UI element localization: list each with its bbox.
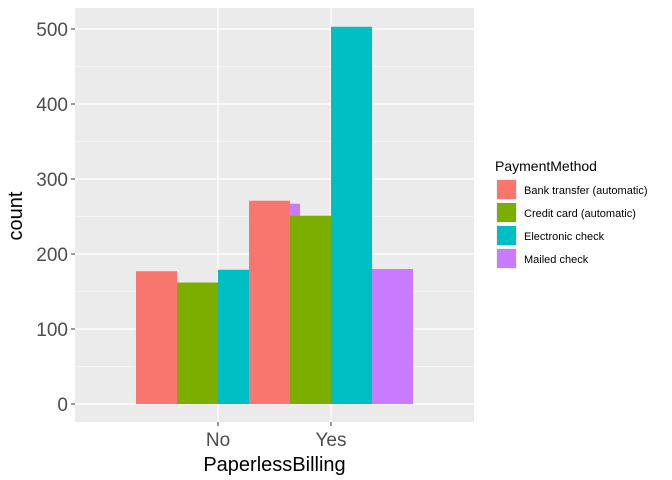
y-axis-title: count <box>5 191 27 240</box>
legend-swatch <box>497 180 516 199</box>
legend-swatch <box>497 203 516 222</box>
bar-yes-3 <box>372 269 413 404</box>
y-tick-label: 100 <box>36 320 68 341</box>
y-tick-label: 400 <box>36 95 68 116</box>
x-tick-label: No <box>206 430 230 451</box>
legend-label: Mailed check <box>524 254 589 266</box>
y-tick-label: 300 <box>36 170 68 191</box>
legend-title: PaymentMethod <box>495 158 597 174</box>
bar-no-1 <box>177 282 218 404</box>
x-axis: No Yes <box>206 422 347 451</box>
bar-yes-2 <box>331 26 372 404</box>
y-tick-label: 200 <box>36 245 68 266</box>
legend-swatch <box>497 249 516 268</box>
y-tick-label: 0 <box>57 395 68 416</box>
legend: PaymentMethod Bank transfer (automatic) C… <box>495 158 648 269</box>
legend-label: Credit card (automatic) <box>524 208 636 220</box>
x-tick-label: Yes <box>316 430 347 451</box>
bars <box>136 26 413 404</box>
bar-yes-1 <box>290 215 331 404</box>
x-axis-title: PaperlessBilling <box>203 454 345 476</box>
legend-label: Bank transfer (automatic) <box>524 185 648 197</box>
legend-swatch <box>497 226 516 245</box>
bar-no-0 <box>136 271 177 404</box>
y-tick-label: 500 <box>36 20 68 41</box>
legend-label: Electronic check <box>524 231 605 243</box>
y-axis: 0 100 200 300 400 500 <box>36 20 75 416</box>
bar-yes-0 <box>249 200 290 404</box>
